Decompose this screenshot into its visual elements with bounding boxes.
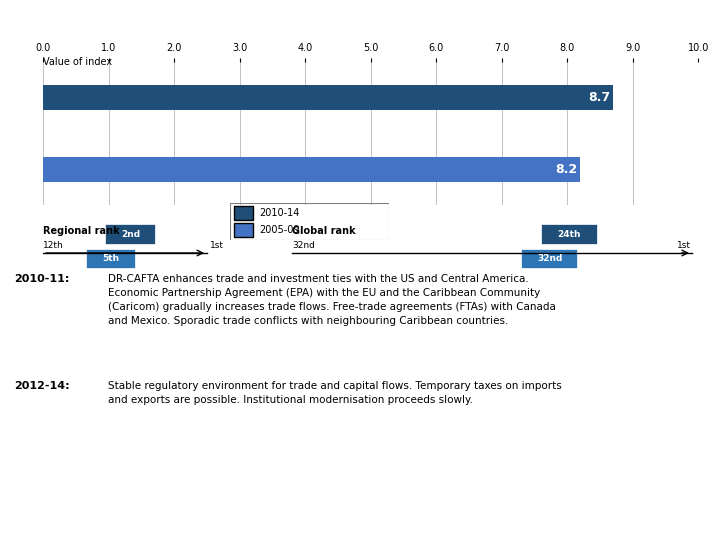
FancyBboxPatch shape [105,224,155,244]
Text: 1st: 1st [677,241,690,250]
FancyBboxPatch shape [521,248,577,268]
Text: 2012-14:: 2012-14: [14,381,70,391]
Text: Country Forecast October 2010: Country Forecast October 2010 [9,520,184,530]
FancyBboxPatch shape [86,248,135,268]
FancyBboxPatch shape [541,224,597,244]
Text: 8.7: 8.7 [588,91,610,104]
Text: 2010-11:: 2010-11: [14,274,70,284]
Text: 1st: 1st [210,241,224,250]
Text: Regional rank: Regional rank [43,226,120,237]
FancyBboxPatch shape [233,223,253,237]
Text: 2010-14: 2010-14 [259,208,300,218]
Text: © The Economist Intelligence Unit Limited 2010: © The Economist Intelligence Unit Limite… [443,520,711,530]
Text: Dominican Republic: Foreign trade and exchange controls: Dominican Republic: Foreign trade and ex… [9,16,552,34]
Text: DR-CAFTA enhances trade and investment ties with the US and Central America.
Eco: DR-CAFTA enhances trade and investment t… [108,274,556,326]
Bar [43,85,613,110]
Text: 12th: 12th [43,241,64,250]
Text: 24th: 24th [557,230,581,239]
Text: 8.2: 8.2 [555,163,577,176]
Text: Value of index: Value of index [43,57,112,67]
FancyBboxPatch shape [233,206,253,219]
Text: 32nd: 32nd [292,241,315,250]
Text: 2nd: 2nd [121,230,140,239]
Text: Global rank: Global rank [292,226,356,237]
Text: Stable regulatory environment for trade and capital flows. Temporary taxes on im: Stable regulatory environment for trade … [108,381,562,405]
Text: 2005-09: 2005-09 [259,225,300,235]
Text: 5th: 5th [102,254,120,263]
Bar [43,157,580,182]
Text: 32nd: 32nd [537,254,562,263]
